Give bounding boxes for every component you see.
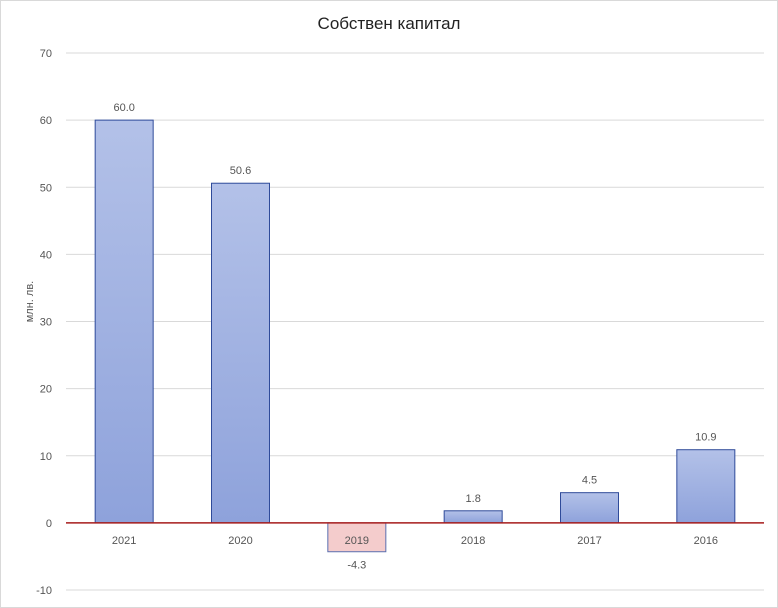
- bar: [676, 449, 736, 524]
- y-tick-label: 0: [46, 518, 52, 530]
- data-label: 10.9: [695, 432, 716, 444]
- chart-title: Собствен капитал: [317, 14, 461, 33]
- bar: [560, 492, 619, 524]
- x-tick-label: 2021: [112, 535, 136, 547]
- x-axis-ticks: 2021 2020 2019 2018 2017 2016: [112, 535, 718, 547]
- y-axis-label: млн. лв.: [24, 281, 36, 323]
- x-tick-label: 2016: [694, 535, 718, 547]
- bar: [94, 119, 154, 524]
- y-tick-label: 50: [40, 182, 52, 194]
- y-tick-label: 70: [40, 48, 52, 60]
- y-axis-ticks: -10 0 10 20 30 40 50 60 70: [36, 48, 52, 597]
- y-tick-label: 20: [40, 384, 52, 396]
- data-label: 4.5: [582, 475, 597, 487]
- y-tick-label: 60: [40, 115, 52, 127]
- y-tick-label: 40: [40, 249, 52, 261]
- grid-lines: [66, 52, 764, 591]
- y-tick-label: 10: [40, 451, 52, 463]
- y-tick-label: -10: [36, 585, 52, 597]
- bar: [443, 510, 503, 524]
- data-label: 1.8: [466, 493, 481, 505]
- bars: [94, 119, 736, 553]
- data-labels: 60.0 50.6 -4.3 1.8 4.5 10.9: [113, 102, 716, 572]
- x-tick-label: 2017: [577, 535, 601, 547]
- bar: [211, 182, 270, 524]
- bar: [327, 522, 387, 553]
- data-label: 50.6: [230, 165, 251, 177]
- data-label: -4.3: [347, 560, 366, 572]
- x-tick-label: 2020: [228, 535, 252, 547]
- data-label: 60.0: [113, 102, 134, 114]
- y-tick-label: 30: [40, 317, 52, 329]
- x-tick-label: 2018: [461, 535, 485, 547]
- x-tick-label: 2019: [345, 535, 369, 547]
